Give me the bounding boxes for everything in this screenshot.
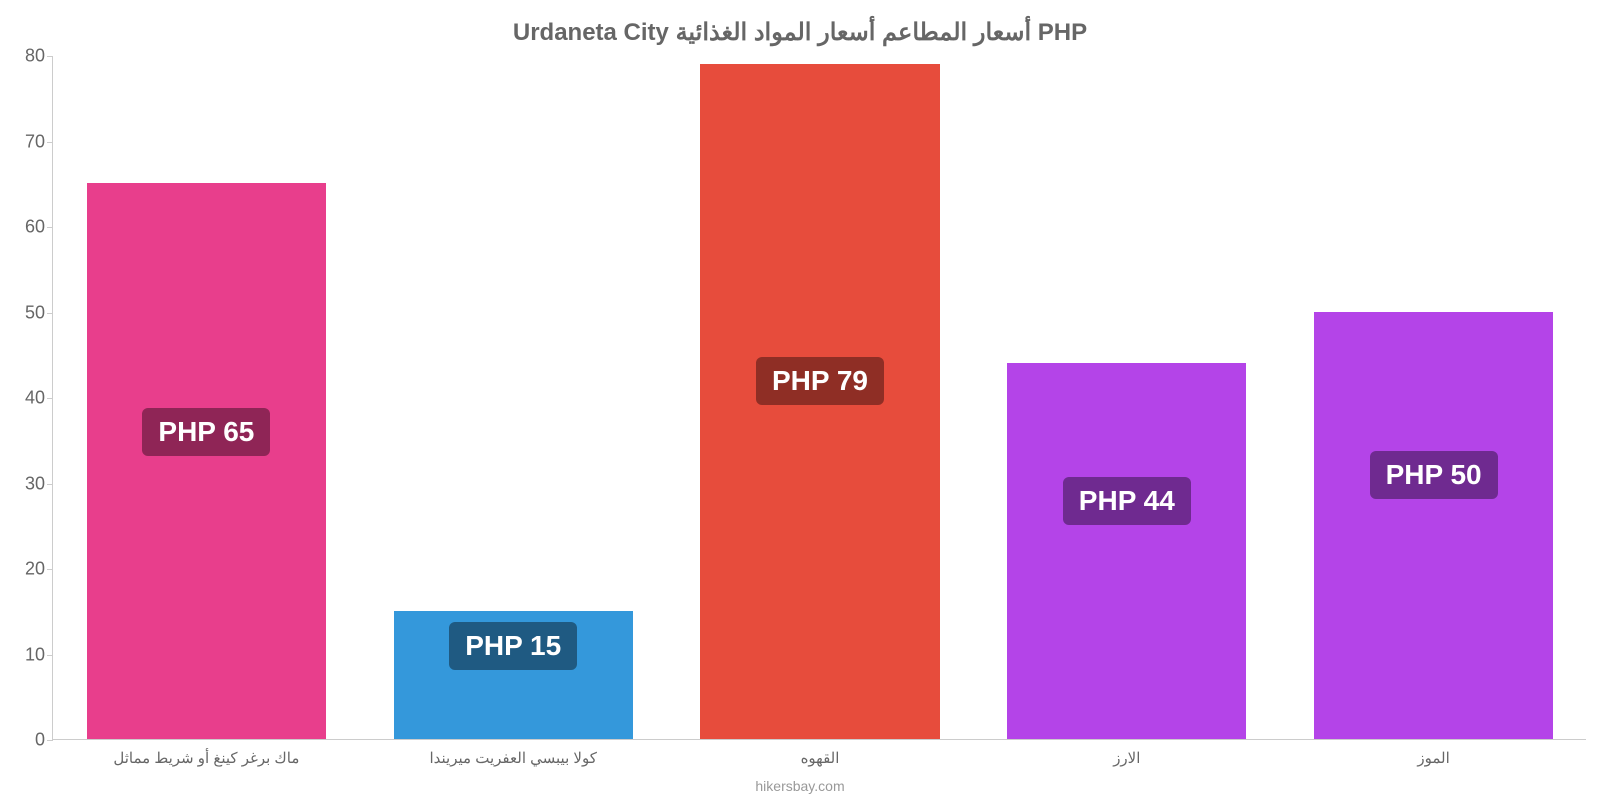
y-axis-label: 60 — [25, 217, 53, 238]
y-axis-label: 0 — [35, 730, 53, 751]
y-axis-label: 50 — [25, 302, 53, 323]
y-axis-label: 80 — [25, 46, 53, 67]
y-axis-label: 40 — [25, 388, 53, 409]
bar — [87, 183, 326, 739]
x-axis-label: القهوه — [801, 739, 840, 767]
x-axis-label: كولا بيبسي العفريت ميريندا — [429, 739, 596, 767]
x-axis-label: الموز — [1417, 739, 1449, 767]
y-axis-label: 70 — [25, 131, 53, 152]
value-badge: PHP 50 — [1370, 451, 1498, 499]
plot-area: 01020304050607080ماك برغر كينغ أو شريط م… — [52, 56, 1586, 740]
bar — [1314, 312, 1553, 740]
y-axis-label: 20 — [25, 559, 53, 580]
x-axis-label: الارز — [1113, 739, 1140, 767]
x-axis-label: ماك برغر كينغ أو شريط مماثل — [113, 739, 299, 767]
value-badge: PHP 15 — [449, 622, 577, 670]
attribution: hikersbay.com — [0, 778, 1600, 794]
y-axis-label: 10 — [25, 644, 53, 665]
chart-title: Urdaneta City أسعار المطاعم أسعار المواد… — [0, 18, 1600, 47]
y-axis-label: 30 — [25, 473, 53, 494]
value-badge: PHP 65 — [142, 408, 270, 456]
value-badge: PHP 44 — [1063, 477, 1191, 525]
bar — [1007, 363, 1246, 739]
value-badge: PHP 79 — [756, 357, 884, 405]
chart-container: Urdaneta City أسعار المطاعم أسعار المواد… — [0, 0, 1600, 800]
